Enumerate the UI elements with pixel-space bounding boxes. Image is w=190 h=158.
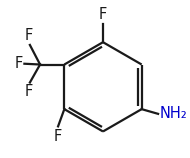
- Text: F: F: [99, 7, 107, 22]
- Text: NH₂: NH₂: [160, 106, 188, 121]
- Text: F: F: [25, 84, 33, 99]
- Text: F: F: [54, 129, 62, 144]
- Text: F: F: [25, 28, 33, 43]
- Text: F: F: [14, 56, 23, 71]
